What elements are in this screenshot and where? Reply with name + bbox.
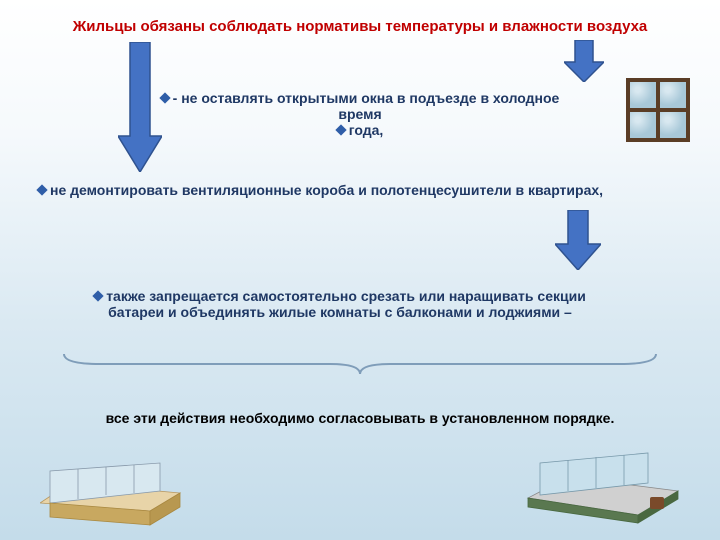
diamond-icon bbox=[93, 290, 104, 301]
bullet-1-line2: года, bbox=[349, 122, 384, 138]
slide: Жильцы обязаны соблюдать нормативы темпе… bbox=[0, 0, 720, 540]
window-icon bbox=[626, 78, 690, 142]
window-pane bbox=[660, 82, 686, 108]
diamond-icon bbox=[335, 124, 346, 135]
window-pane bbox=[630, 112, 656, 138]
balcony-right-icon bbox=[520, 443, 680, 528]
bullet-2: не демонтировать вентиляционные короба и… bbox=[38, 182, 678, 198]
brace-icon bbox=[60, 350, 660, 376]
page-title: Жильцы обязаны соблюдать нормативы темпе… bbox=[0, 18, 720, 35]
arrow-down-icon bbox=[555, 210, 601, 270]
diamond-icon bbox=[36, 184, 47, 195]
bullet-3-line1: также запрещается самостоятельно срезать… bbox=[106, 288, 586, 304]
bullet-1: - не оставлять открытыми окна в подъезде… bbox=[140, 90, 580, 138]
diamond-icon bbox=[159, 92, 170, 103]
bullet-3-line2: батареи и объединять жилые комнаты с бал… bbox=[108, 304, 572, 320]
window-pane bbox=[660, 112, 686, 138]
balcony-left-icon bbox=[40, 443, 190, 528]
bullet-3: также запрещается самостоятельно срезать… bbox=[60, 288, 620, 320]
window-pane bbox=[630, 82, 656, 108]
conclusion: все эти действия необходимо согласовыват… bbox=[0, 410, 720, 426]
arrow-down-icon bbox=[564, 40, 604, 82]
bullet-1-line1: - не оставлять открытыми окна в подъезде… bbox=[173, 90, 560, 122]
bullet-2-text: не демонтировать вентиляционные короба и… bbox=[50, 182, 603, 198]
